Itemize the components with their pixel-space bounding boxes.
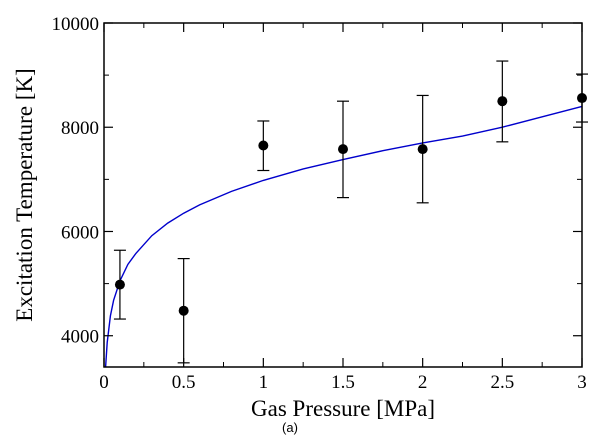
figure-caption: (a) [282,420,298,435]
fit-curve [104,105,583,368]
data-point [497,96,508,107]
x-tick-label: 1 [259,372,269,393]
y-tick-label: 10000 [52,14,100,35]
x-tick-label: 0.5 [172,372,196,393]
y-tick-label: 4000 [61,327,99,348]
data-point [338,144,348,155]
y-tick-label: 6000 [61,222,99,243]
data-point [258,140,269,151]
x-tick-label: 0 [99,372,109,393]
y-tick-label: 8000 [61,118,99,139]
data-point-layer [114,93,587,316]
x-tick-label: 2 [418,372,428,393]
y-axis-ticks: 4000 6000 8000 10000 [52,14,582,348]
x-axis-title: Gas Pressure [MPa] [251,396,435,421]
fit-curve-layer [104,105,583,368]
x-tick-label: 3 [577,372,587,393]
data-point [417,144,428,155]
x-axis-ticks: 0 0.5 1 1.5 2 2.5 3 [99,23,587,393]
data-point [114,279,125,290]
y-axis-title: Excitation Temperature [K] [12,68,37,321]
data-point [178,305,189,316]
x-tick-label: 1.5 [331,372,355,393]
x-tick-label: 2.5 [490,372,514,393]
